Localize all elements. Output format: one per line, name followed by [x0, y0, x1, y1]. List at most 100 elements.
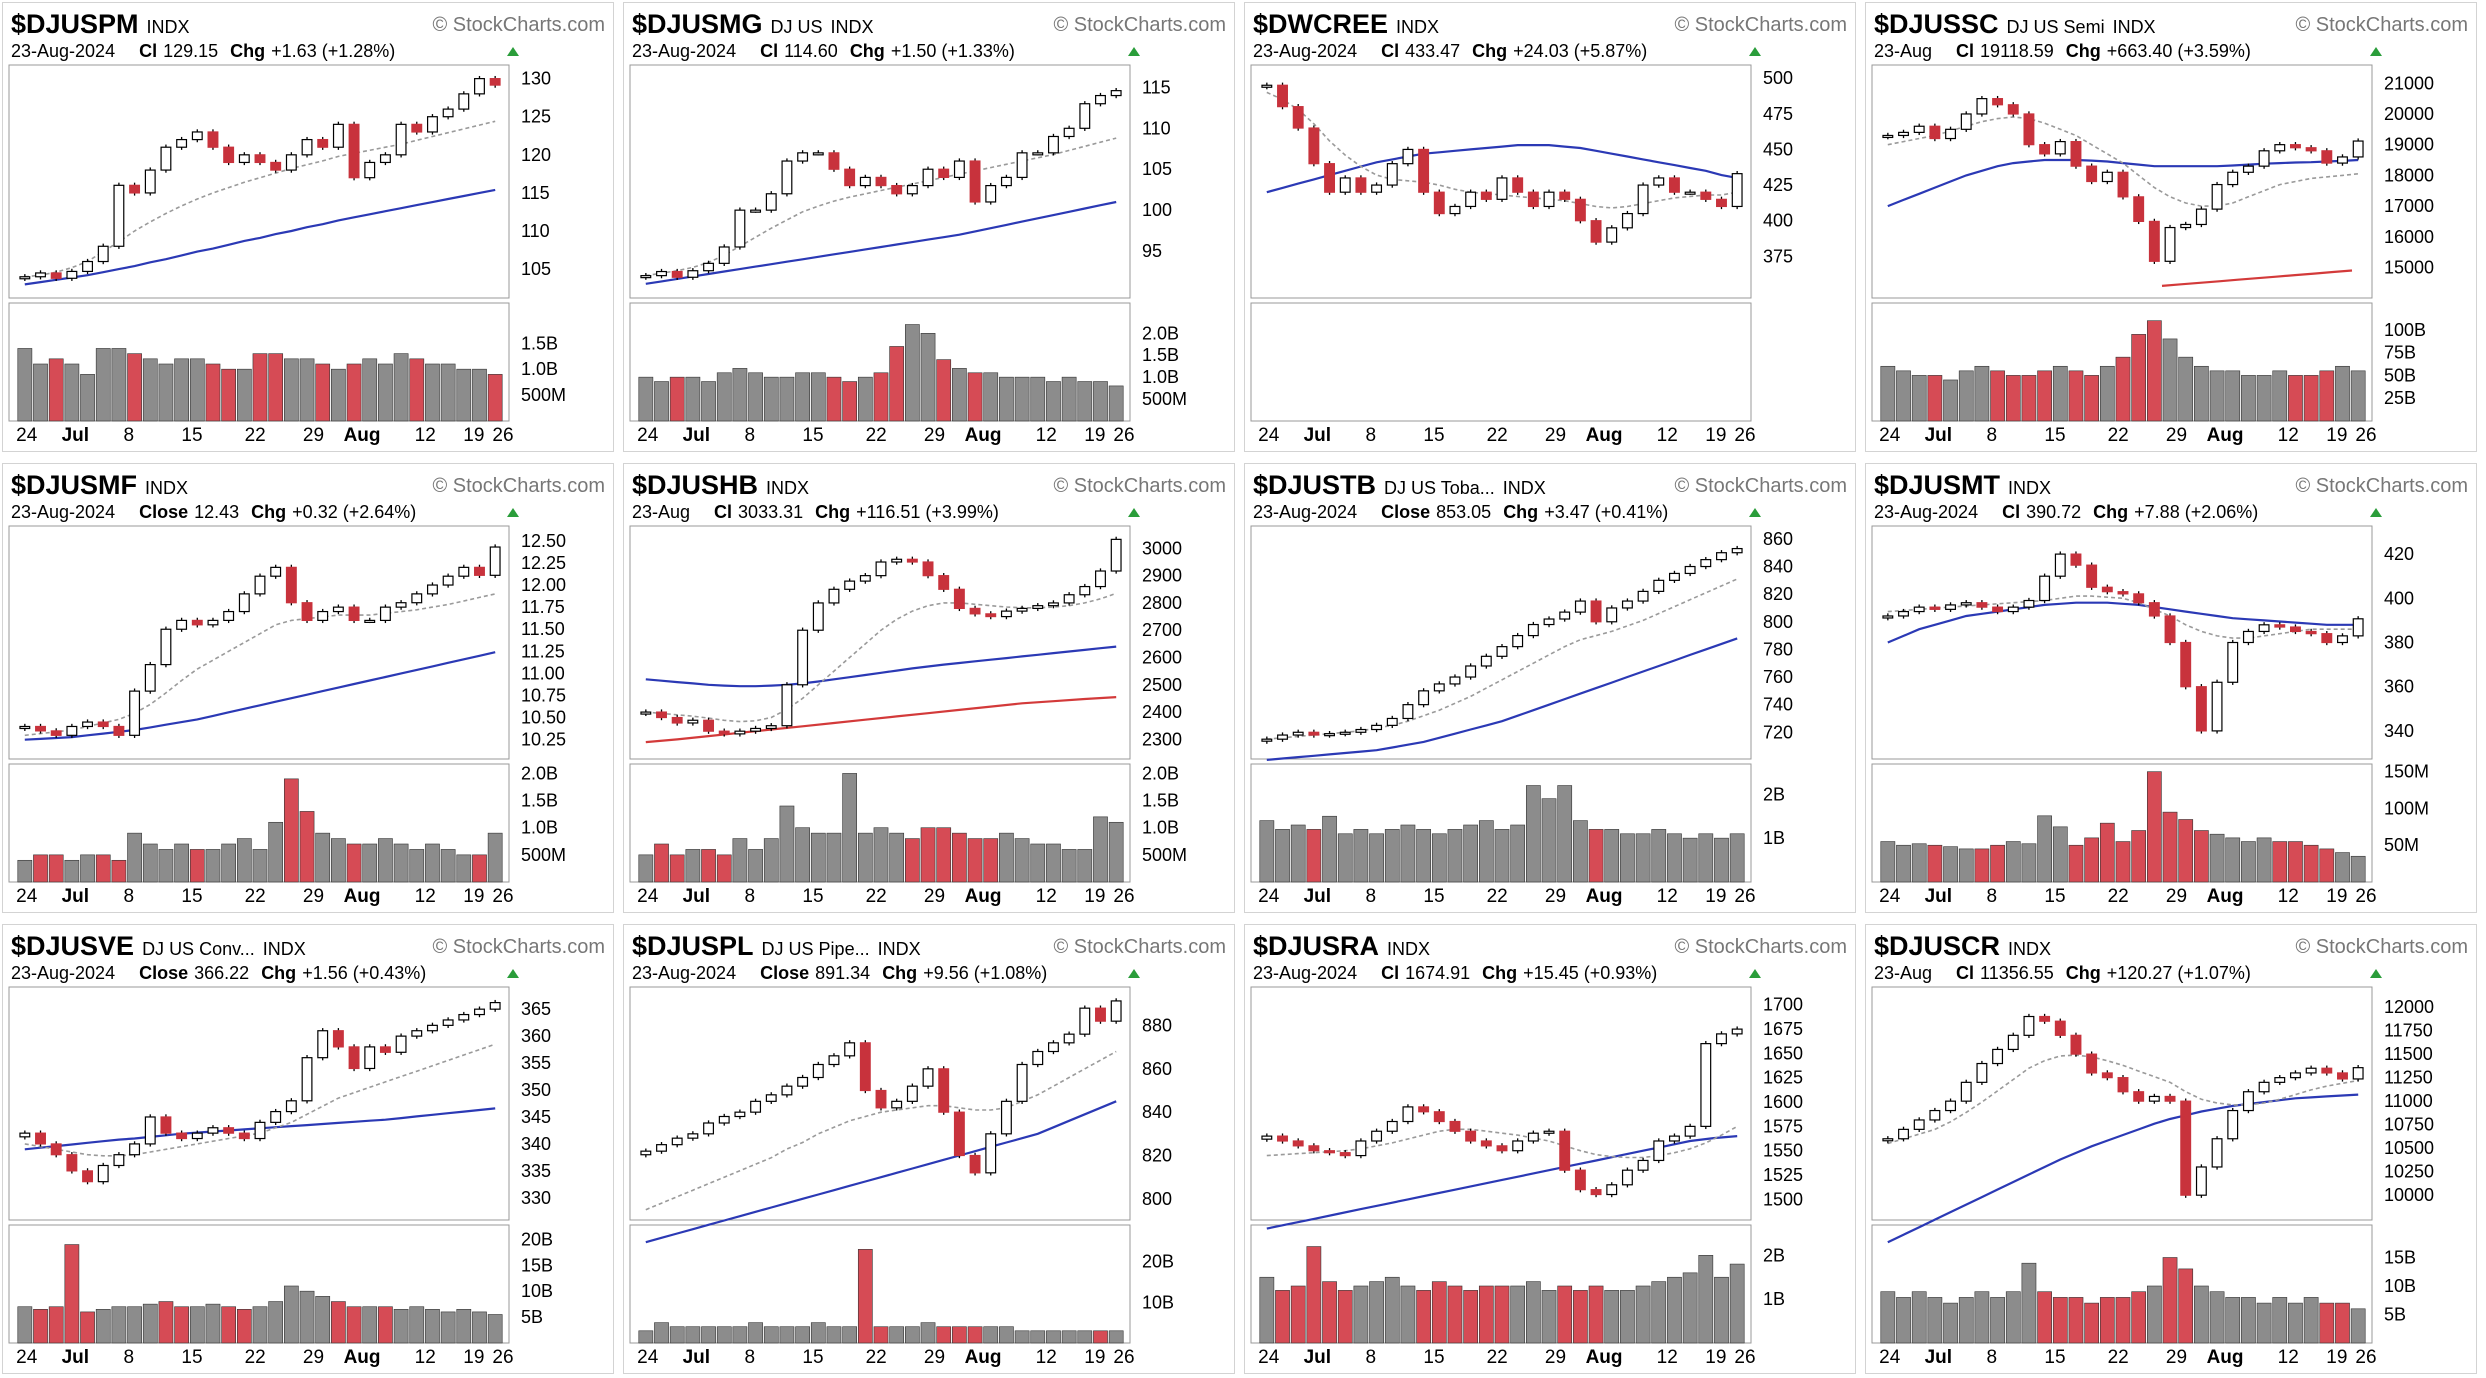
candle: [1277, 84, 1288, 108]
candle: [797, 152, 809, 162]
chart-panel-djusmg[interactable]: $DJUSMG DJ US INDX © StockCharts.com 23-Aug-…: [623, 2, 1235, 452]
candle: [2101, 586, 2113, 593]
x-tick: 29: [2166, 1347, 2187, 1368]
volume-bar: [1030, 1330, 1046, 1344]
candle: [1339, 177, 1351, 193]
chart-panel-djushb[interactable]: $DJUSHB INDX © StockCharts.com 23-Aug Cl 3033…: [623, 463, 1235, 913]
volume-bar: [1290, 824, 1306, 883]
candle: [875, 176, 887, 187]
x-tick: 24: [637, 425, 659, 446]
brand-label: © StockCharts.com: [1674, 14, 1847, 36]
candle: [2101, 171, 2113, 183]
candle: [411, 1030, 423, 1037]
volume-bar: [701, 381, 716, 422]
volume-bar: [283, 778, 299, 883]
candle: [207, 619, 219, 626]
candle: [2195, 686, 2207, 732]
chart-panel-djuscr[interactable]: $DJUSCR INDX © StockCharts.com 23-Aug Cl 1135…: [1865, 924, 2477, 1374]
candle: [2274, 1077, 2286, 1083]
x-tick: Jul: [683, 1347, 710, 1368]
chart-panel-djuspl[interactable]: $DJUSPL DJ US Pipe... INDX © StockCharts.co…: [623, 924, 1235, 1374]
brand-label: © StockCharts.com: [2295, 936, 2468, 958]
y-tick: 11500: [2384, 1044, 2433, 1064]
volume-tick: 1.5B: [521, 791, 558, 811]
x-tick: Jul: [62, 425, 89, 446]
volume-tick: 500M: [1142, 845, 1187, 865]
volume-bar: [1400, 824, 1416, 883]
chart-panel-djusmf[interactable]: $DJUSMF INDX © StockCharts.com 23-Aug-2024 C…: [2, 463, 614, 913]
candle: [1929, 125, 1941, 140]
candle: [19, 725, 31, 730]
candle: [207, 131, 219, 148]
candle: [474, 78, 485, 95]
y-tick: 11.25: [521, 641, 565, 661]
volume-bar: [779, 1326, 795, 1344]
candle: [35, 725, 46, 732]
volume-bar: [221, 843, 236, 883]
x-tick: 15: [181, 425, 202, 446]
candle: [1079, 585, 1091, 596]
volume-bar: [1093, 816, 1108, 883]
candle: [332, 606, 344, 613]
symbol: $DJUSMF INDX: [11, 470, 188, 500]
candle: [2133, 196, 2145, 223]
x-tick: Jul: [62, 886, 89, 907]
chart-panel-djusve[interactable]: $DJUSVE DJ US Conv... INDX © StockCharts.co…: [2, 924, 614, 1374]
chart-panel-djuspm[interactable]: $DJUSPM INDX © StockCharts.com 23-Aug-2024 C…: [2, 2, 614, 452]
volume-bar: [33, 854, 48, 883]
volume-bar: [1014, 1330, 1030, 1344]
quote-line: 23-Aug-2024 Cl 433.47 Chg +24.03 (+5.87%): [1253, 41, 1647, 61]
candle: [348, 1046, 360, 1070]
candle: [2070, 140, 2082, 167]
x-tick: 12: [2278, 425, 2299, 446]
candle: [2289, 1072, 2301, 1079]
volume-bar: [826, 832, 842, 883]
volume-bar: [842, 773, 857, 883]
candle: [223, 1127, 235, 1134]
volume-bar: [1030, 843, 1046, 883]
x-tick: 26: [1734, 886, 1755, 907]
volume-bar: [2068, 1297, 2084, 1344]
volume-bar: [920, 333, 936, 422]
volume-bar: [2131, 830, 2147, 883]
volume-bar: [983, 372, 999, 422]
volume-bar: [2021, 1262, 2037, 1344]
chart-panel-djusmt[interactable]: $DJUSMT INDX © StockCharts.com 23-Aug-2024 C…: [1865, 463, 2477, 913]
y-tick: 130: [521, 69, 551, 89]
candle: [2164, 226, 2176, 262]
volume-bar: [2350, 855, 2366, 883]
candle: [671, 1137, 683, 1146]
volume-bar: [999, 1326, 1014, 1344]
volume-bar: [409, 1306, 425, 1344]
chart-panel-djusra[interactable]: $DJUSRA INDX © StockCharts.com 23-Aug-2024 C…: [1244, 924, 1856, 1374]
chart-panel-dwcree[interactable]: $DWCREE INDX © StockCharts.com 23-Aug-2024 C…: [1244, 2, 1856, 452]
x-tick: 22: [866, 1347, 887, 1368]
x-tick: 29: [1545, 1347, 1566, 1368]
chart-panel-djussc[interactable]: $DJUSSC DJ US Semi INDX © StockCharts.com 23…: [1865, 2, 2477, 452]
volume-bar: [1322, 1281, 1337, 1344]
volume-bar: [1541, 798, 1557, 883]
y-tick: 10000: [2384, 1185, 2434, 1205]
x-tick: 26: [2355, 886, 2376, 907]
candle: [207, 1127, 219, 1134]
volume-bar: [936, 359, 952, 422]
volume-bar: [1635, 833, 1651, 883]
candle: [395, 123, 407, 156]
volume-bar: [2021, 375, 2037, 422]
x-tick: 26: [1734, 425, 1755, 446]
candle: [875, 561, 887, 577]
candle: [1063, 594, 1075, 604]
x-tick: 24: [16, 886, 38, 907]
chart-panel-djustb[interactable]: $DJUSTB DJ US Toba... INDX © StockCharts.co…: [1244, 463, 1856, 913]
volume-tick: 1B: [1763, 828, 1785, 848]
volume-tick: 1.0B: [521, 818, 558, 838]
candle: [640, 275, 652, 279]
x-tick: 29: [303, 886, 324, 907]
chart-svg: $DJUSPM INDX © StockCharts.com 23-Aug-2024 C…: [8, 9, 605, 446]
quote-line: 23-Aug-2024 Cl 390.72 Chg +7.88 (+2.06%): [1874, 502, 2258, 522]
y-tick: 115: [1142, 77, 1171, 97]
candle: [1496, 646, 1508, 657]
candle: [2352, 1067, 2364, 1080]
volume-bar: [2084, 1302, 2099, 1344]
volume-bar: [174, 1306, 189, 1344]
